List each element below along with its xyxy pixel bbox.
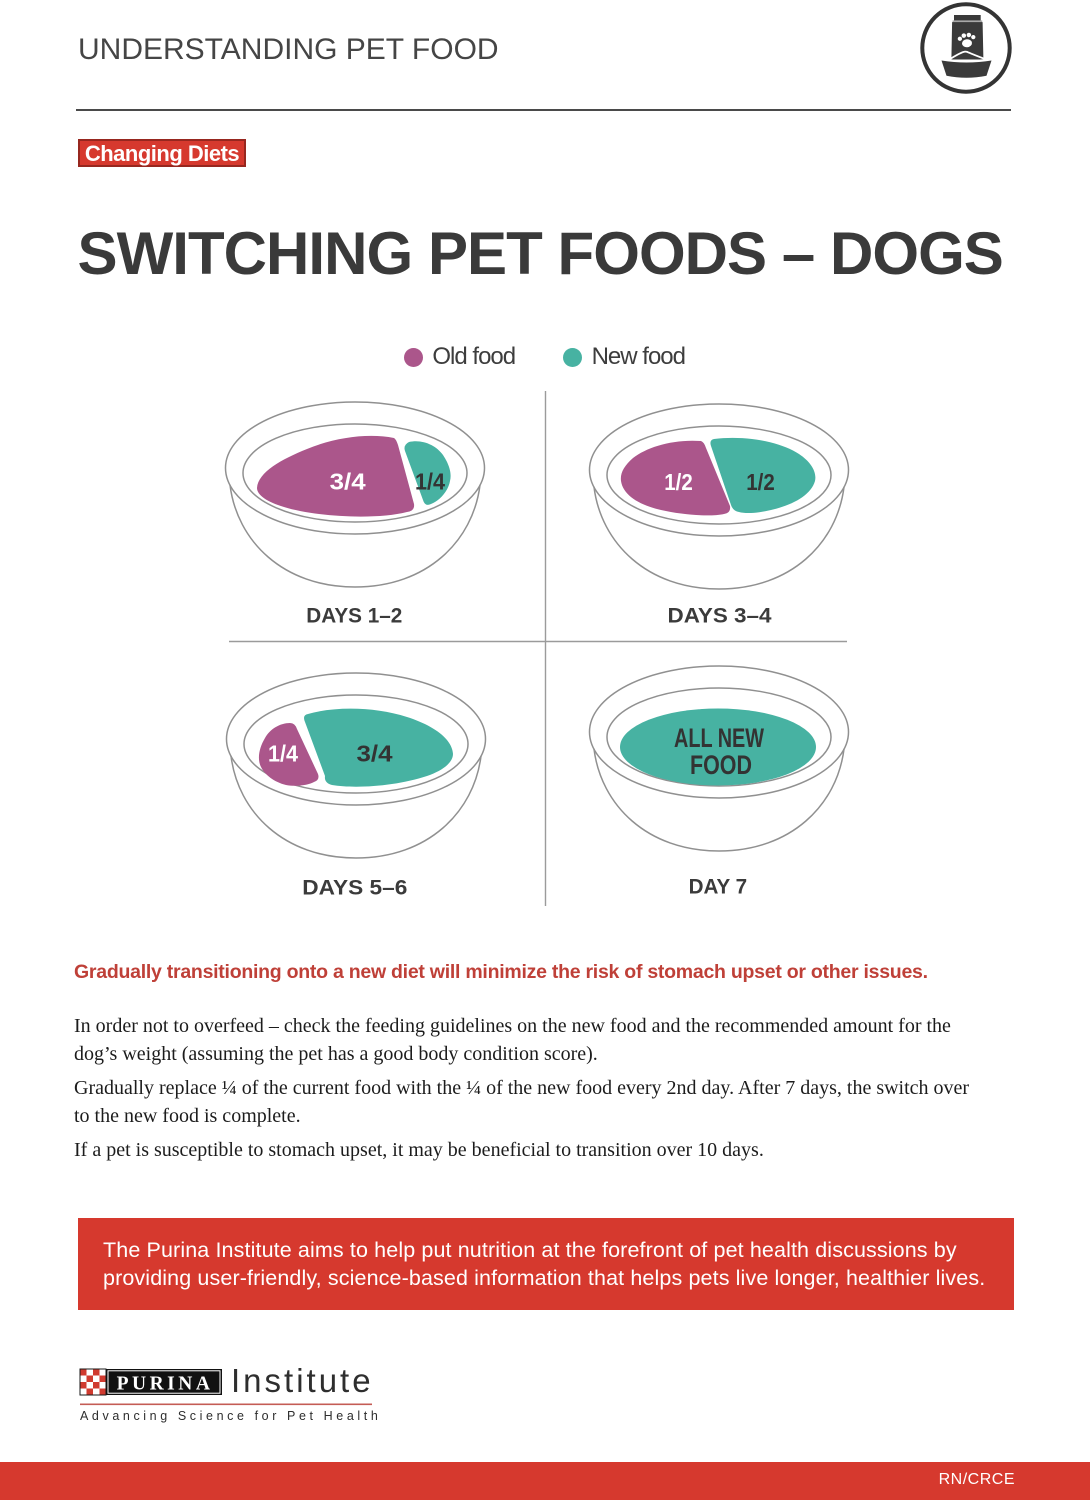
svg-text:ALL NEW: ALL NEW (674, 723, 764, 753)
svg-text:3/4: 3/4 (330, 469, 366, 495)
svg-text:DAYS 1–2: DAYS 1–2 (306, 604, 402, 628)
svg-text:Institute: Institute (231, 1362, 374, 1399)
svg-text:DAY 7: DAY 7 (689, 875, 748, 899)
svg-text:FOOD: FOOD (690, 750, 752, 780)
svg-text:3/4: 3/4 (357, 741, 393, 767)
svg-text:1/4: 1/4 (415, 469, 445, 495)
svg-text:Advancing Science for Pet Heal: Advancing Science for Pet Health (80, 1409, 381, 1423)
svg-text:DAYS 5–6: DAYS 5–6 (302, 876, 407, 900)
svg-text:1/4: 1/4 (268, 741, 298, 767)
svg-text:DAYS 3–4: DAYS 3–4 (668, 604, 772, 628)
svg-text:PURINA: PURINA (117, 1374, 214, 1395)
svg-text:1/2: 1/2 (664, 469, 693, 495)
svg-text:1/2: 1/2 (746, 469, 775, 495)
